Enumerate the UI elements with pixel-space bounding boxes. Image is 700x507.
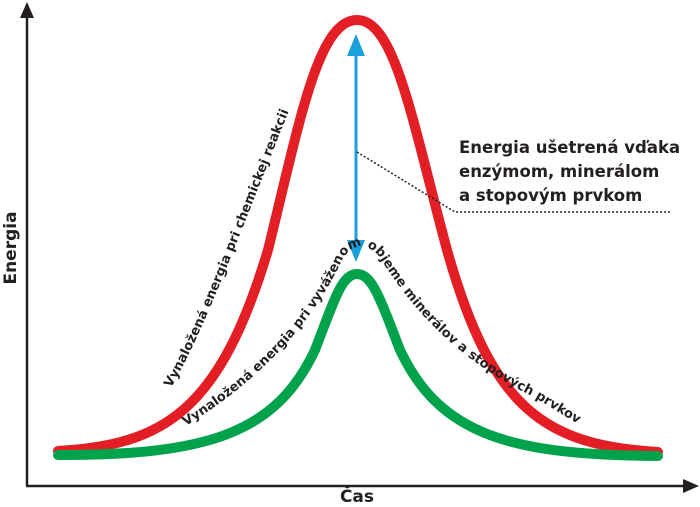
axes bbox=[20, 2, 699, 493]
y-axis-arrowhead bbox=[20, 2, 34, 18]
x-axis-arrowhead bbox=[683, 479, 699, 493]
red-energy-curve bbox=[53, 14, 663, 457]
callout-line-1: Energia ušetrená vďaka bbox=[459, 138, 680, 157]
callout-line-3: a stopovým prvkom bbox=[459, 186, 642, 205]
callout-line-2: enzýmom, minerálom bbox=[459, 162, 659, 181]
y-axis-label: Energia bbox=[1, 211, 21, 284]
callout-text: Energia ušetrená vďaka enzýmom, minerálo… bbox=[459, 138, 680, 205]
green-energy-curve bbox=[53, 268, 663, 461]
x-axis-label: Čas bbox=[340, 485, 374, 507]
energy-saved-arrow bbox=[347, 34, 365, 262]
